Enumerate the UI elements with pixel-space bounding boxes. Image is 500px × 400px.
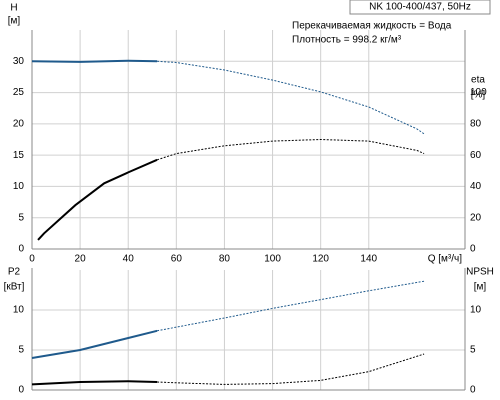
y2-label: eta <box>471 75 485 86</box>
x-tick-label: 60 <box>171 254 183 265</box>
y2-tick-label: 80 <box>470 118 482 129</box>
y-tick-label: 10 <box>13 181 25 192</box>
y-label: P2 <box>8 267 21 278</box>
curve <box>37 158 158 241</box>
y-label: [м] <box>8 16 21 27</box>
y-tick-label: 0 <box>18 244 24 255</box>
y2-label: [м] <box>474 282 487 293</box>
y-tick-label: 5 <box>18 345 24 356</box>
x-tick-label: 40 <box>123 254 135 265</box>
y2-tick-label: 0 <box>470 385 476 396</box>
curve-dashed <box>157 280 425 332</box>
x-tick-label: 20 <box>75 254 87 265</box>
x-tick-label: 140 <box>360 254 377 265</box>
y-tick-label: 5 <box>18 212 24 223</box>
y-tick-label: 0 <box>18 385 24 396</box>
y2-tick-label: 0 <box>470 244 476 255</box>
chart-title: NK 100-400/437, 50Hz <box>369 2 471 13</box>
curve <box>31 380 158 386</box>
x-tick-label: 120 <box>312 254 329 265</box>
curve <box>31 329 158 359</box>
y-tick-label: 10 <box>13 305 25 316</box>
x-tick-label: 0 <box>29 254 35 265</box>
curve-dashed <box>156 138 425 161</box>
annotation: Перекачиваемая жидкость = Вода <box>292 21 452 32</box>
title-box <box>349 0 491 15</box>
y-tick-label: 25 <box>13 87 25 98</box>
y-label: H <box>10 3 17 14</box>
curve-dashed <box>157 60 425 135</box>
y-tick-label: 30 <box>13 56 25 67</box>
y2-tick-label: 60 <box>470 150 482 161</box>
curve-dashed <box>157 353 425 385</box>
y-tick-label: 20 <box>13 118 25 129</box>
y2-tick-label: 100 <box>470 87 487 98</box>
annotation: Плотность = 998.2 кг/м³ <box>292 35 402 46</box>
y2-label: [%] <box>471 90 486 101</box>
x-tick-label: 100 <box>264 254 281 265</box>
y2-tick-label: 20 <box>470 212 482 223</box>
curve <box>31 59 158 63</box>
x-tick-label: 80 <box>219 254 231 265</box>
y2-tick-label: 5 <box>470 345 476 356</box>
x-label: Q [м³/ч] <box>428 254 463 265</box>
y-tick-label: 15 <box>13 150 25 161</box>
y2-label: NPSH <box>466 267 494 278</box>
y-label: [кВт] <box>4 282 25 293</box>
y2-tick-label: 10 <box>470 305 482 316</box>
y2-tick-label: 40 <box>470 181 482 192</box>
